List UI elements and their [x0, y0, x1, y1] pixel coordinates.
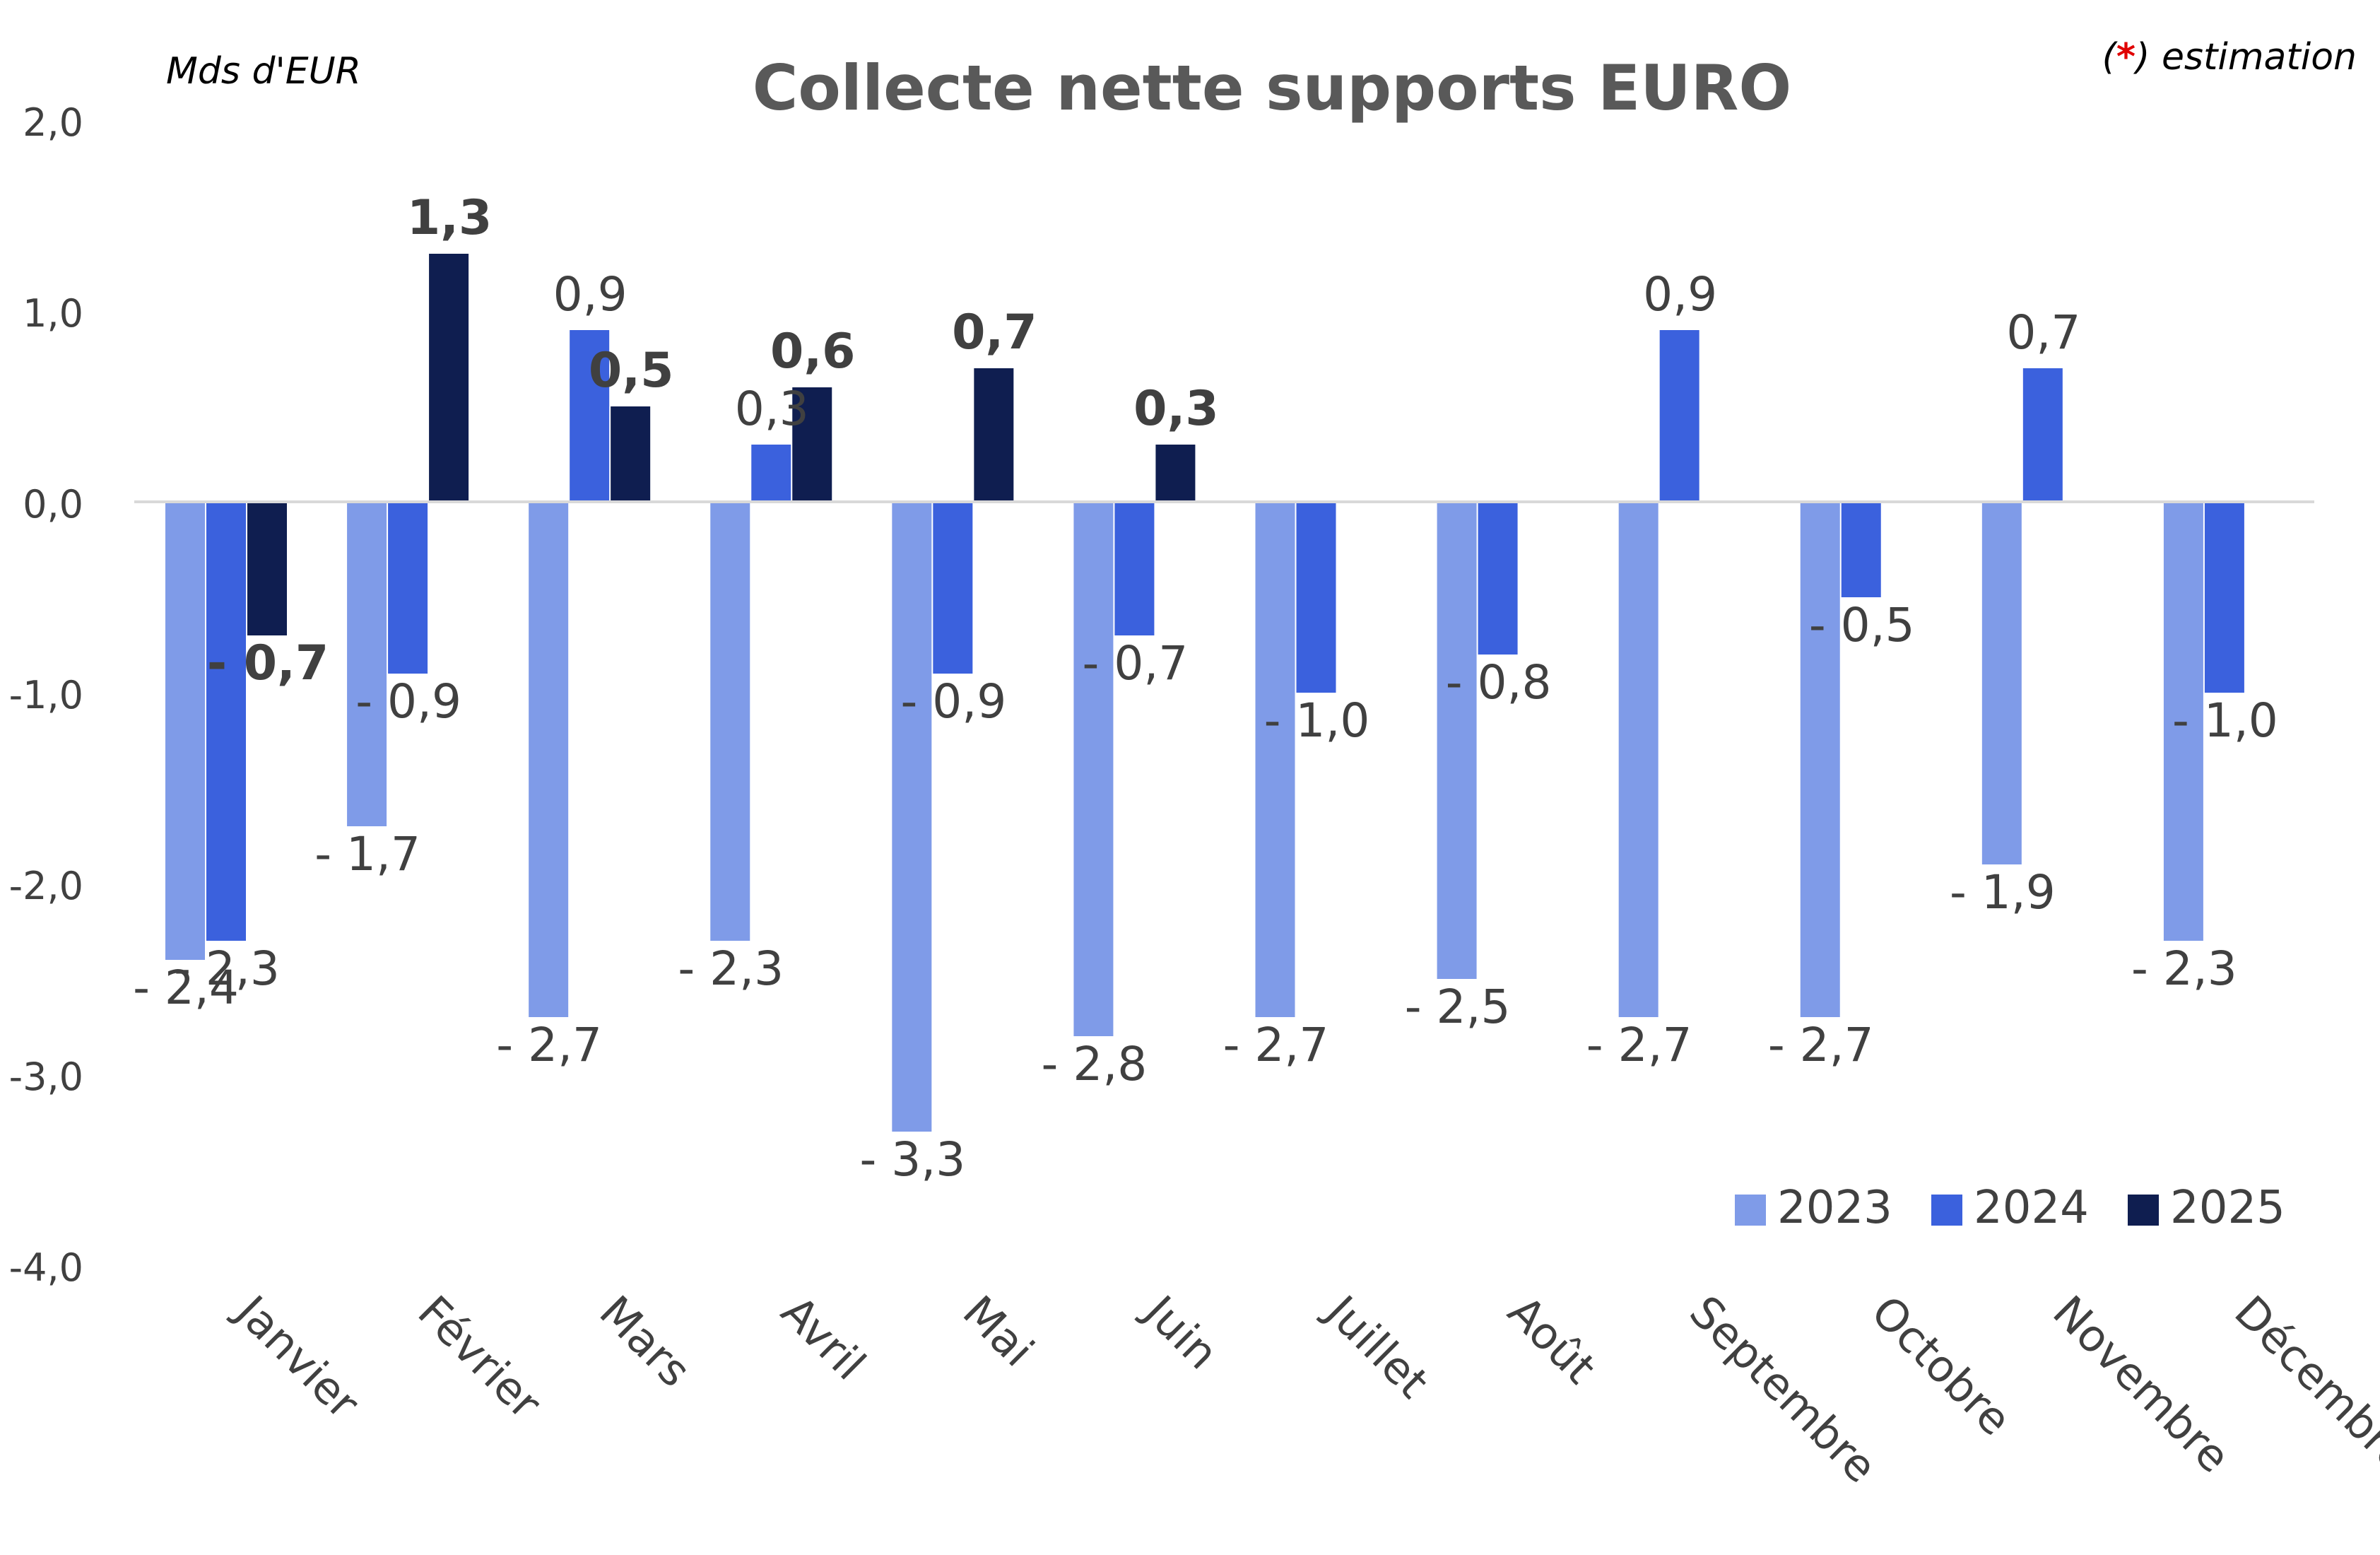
category-label: Janvier [225, 1284, 370, 1429]
value-labels: - 2,4 - 1,7 - 2,7 - 2,3 - 3,3 - 2,8 - 2,7 - 2,5… [133, 190, 2278, 1187]
bar-2024-avril [751, 445, 791, 502]
y-tick-label: 0,0 [23, 482, 83, 527]
legend: 2023 2024 2025 [1735, 1182, 2285, 1234]
category-label: Mai [953, 1286, 1044, 1376]
note-open: ( [2102, 36, 2119, 78]
category-label: Septembre [1680, 1286, 1887, 1493]
value-label-2024: - 1,0 [1264, 693, 1370, 748]
x-axis: Janvier Février Mars Avril Mai Juin Juillet Aoû… [225, 1284, 2380, 1493]
value-label-2024: 0,7 [2006, 305, 2080, 360]
bar-2024-janvier [206, 502, 246, 941]
category-label: Février [408, 1286, 551, 1429]
legend-label-2023: 2023 [1777, 1182, 1892, 1234]
value-label-2023: - 3,3 [859, 1132, 965, 1187]
bars [165, 254, 2244, 1132]
bar-2024-mai [933, 502, 973, 674]
bar-2024-juillet [1296, 502, 1336, 693]
bar-2024-juin [1114, 502, 1155, 635]
value-label-2025: 0,5 [589, 343, 673, 399]
value-label-2025: 0,3 [1133, 381, 1218, 437]
bar-2025-mars [611, 406, 651, 502]
value-label-2024: 0,9 [553, 267, 628, 322]
value-label-2025: 0,7 [952, 305, 1037, 360]
bar-2024-décembre [2204, 502, 2244, 693]
category-label: Octobre [1861, 1286, 2021, 1445]
note-text: ) estimation [2133, 36, 2357, 78]
category-label: Avril [772, 1286, 876, 1390]
bar-2025-janvier [247, 502, 287, 635]
bar-2025-juin [1155, 445, 1196, 502]
bar-2023-octobre [1800, 502, 1840, 1017]
bar-2024-octobre [1841, 502, 1881, 597]
unit-label: Mds d'EUR [166, 50, 361, 93]
asterisk-mark: * [2116, 36, 2135, 78]
bar-2023-mars [529, 502, 569, 1017]
value-label-2024: - 0,9 [900, 674, 1006, 729]
bar-2025-février [429, 254, 469, 502]
value-label-2024: - 0,9 [355, 674, 461, 729]
value-label-2024: - 0,5 [1809, 598, 1915, 652]
category-label: Août [1498, 1286, 1606, 1394]
value-label-2024: 0,3 [735, 382, 809, 436]
y-tick-label: 1,0 [23, 291, 83, 336]
value-label-2023: - 2,4 [133, 961, 239, 1015]
value-label-2025: 0,6 [770, 324, 855, 380]
value-label-2024: - 0,7 [1083, 636, 1189, 691]
value-label-2023: - 2,5 [1405, 980, 1511, 1034]
bar-2023-février [347, 502, 387, 826]
category-label: Juin [1133, 1284, 1228, 1379]
bar-2023-janvier [165, 502, 205, 960]
value-label-2023: - 2,3 [2131, 941, 2237, 996]
value-label-2023: - 1,9 [1950, 865, 2056, 920]
y-tick-label: -2,0 [9, 864, 83, 908]
y-tick-label: -3,0 [9, 1055, 83, 1099]
value-label-2023: - 2,7 [1223, 1018, 1329, 1072]
chart-title: Collecte nette supports EURO [753, 52, 1791, 124]
bar-2024-mars [570, 330, 610, 502]
bar-2024-septembre [1659, 330, 1699, 502]
category-label: Novembre [2043, 1286, 2240, 1483]
value-label-2023: - 2,7 [1768, 1018, 1874, 1072]
legend-swatch-2023 [1735, 1195, 1766, 1226]
y-tick-label: -4,0 [9, 1245, 83, 1290]
bar-2023-juin [1073, 502, 1114, 1036]
value-label-2024: - 1,0 [2172, 693, 2278, 748]
y-tick-label: 2,0 [23, 100, 83, 145]
value-label-2023: - 2,7 [1586, 1018, 1692, 1072]
bar-2023-juillet [1255, 502, 1295, 1017]
value-label-2024: - 2,3 [174, 941, 280, 996]
bar-2024-août [1478, 502, 1518, 655]
bar-2024-novembre [2022, 368, 2063, 502]
y-tick-label: -1,0 [9, 673, 83, 717]
legend-swatch-2025 [2128, 1195, 2159, 1226]
value-label-2024: - 0,8 [1446, 655, 1552, 710]
category-label: Mars [590, 1286, 701, 1397]
value-label-2023: - 2,3 [678, 941, 784, 996]
bar-2023-décembre [2163, 502, 2203, 941]
value-label-2025: - 0,7 [207, 635, 329, 691]
value-label-2023: - 1,7 [314, 827, 420, 881]
bar-2023-novembre [1981, 502, 2022, 864]
value-label-2025: 1,3 [407, 190, 492, 246]
bar-2023-septembre [1618, 502, 1659, 1017]
value-label-2023: - 2,7 [496, 1018, 602, 1072]
estimation-note: (*) estimation [2102, 36, 2357, 78]
legend-label-2025: 2025 [2170, 1182, 2285, 1234]
bar-2025-avril [792, 387, 832, 502]
legend-swatch-2024 [1931, 1195, 1962, 1226]
bar-2023-mai [892, 502, 932, 1132]
legend-label-2024: 2024 [1974, 1182, 2089, 1234]
value-label-2023: - 2,8 [1042, 1037, 1148, 1091]
bar-2025-mai [974, 368, 1014, 502]
category-label: Juillet [1314, 1284, 1439, 1408]
bar-2023-août [1437, 502, 1477, 979]
y-axis: 2,0 1,0 0,0 -1,0 -2,0 -3,0 -4,0 [9, 100, 83, 1290]
value-label-2024: 0,9 [1643, 267, 1717, 322]
bar-2023-avril [710, 502, 750, 941]
bar-2024-février [388, 502, 428, 674]
category-label: Décembre [2225, 1286, 2380, 1482]
